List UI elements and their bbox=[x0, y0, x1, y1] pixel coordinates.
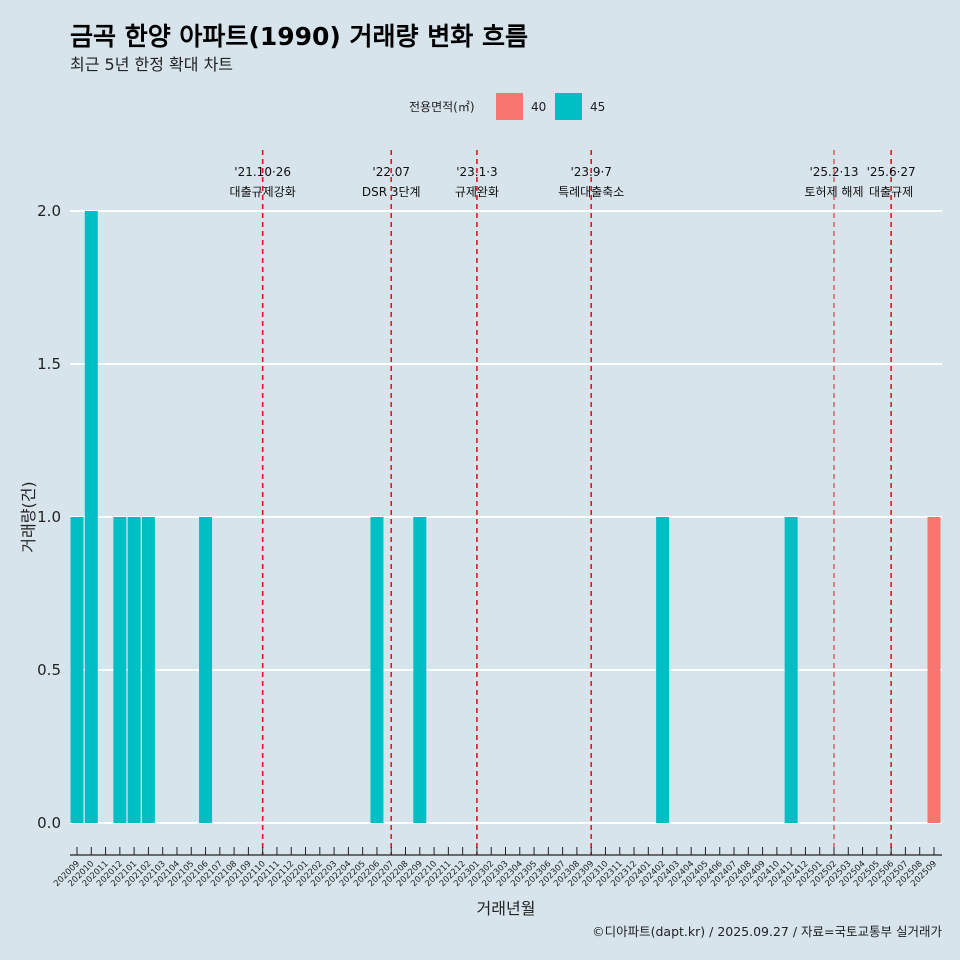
chart-subtitle: 최근 5년 한정 확대 차트 bbox=[70, 55, 233, 74]
event-label: 규제완화 bbox=[455, 185, 499, 199]
legend-swatch-45 bbox=[555, 93, 582, 120]
bar-45-202206 bbox=[370, 517, 384, 823]
legend: 전용면적(㎡) 40 45 bbox=[409, 93, 605, 120]
bar-45-202010 bbox=[84, 211, 98, 823]
caption: ©디아파트(dapt.kr) / 2025.09.27 / 자료=국토교통부 실… bbox=[592, 924, 942, 939]
legend-label-45: 45 bbox=[590, 100, 605, 114]
event-label: 대출규제 bbox=[869, 185, 913, 199]
event-label: DSR 3단계 bbox=[362, 185, 421, 199]
bar-45-202106 bbox=[199, 517, 213, 823]
y-tick-label: 1.0 bbox=[37, 508, 61, 526]
event-date: '25.2·13 bbox=[809, 165, 858, 179]
bar-45-202402 bbox=[656, 517, 670, 823]
legend-label-40: 40 bbox=[531, 100, 546, 114]
y-axis-label: 거래량(건) bbox=[19, 481, 38, 552]
event-date: '23.1·3 bbox=[456, 165, 497, 179]
event-label: 대출규제강화 bbox=[230, 185, 296, 199]
bar-45-202012 bbox=[113, 517, 127, 823]
bar-45-202411 bbox=[784, 517, 798, 823]
x-axis-label: 거래년월 bbox=[477, 899, 536, 918]
y-tick-label: 1.5 bbox=[37, 355, 61, 373]
event-date: '25.6·27 bbox=[867, 165, 916, 179]
bar-45-202209 bbox=[413, 517, 427, 823]
legend-title: 전용면적(㎡) bbox=[409, 100, 475, 114]
event-date: '21.10·26 bbox=[234, 165, 291, 179]
bar-45-202101 bbox=[127, 517, 141, 823]
bar-45-202009 bbox=[70, 517, 84, 823]
event-date: '22.07 bbox=[372, 165, 410, 179]
y-tick-label: 0.5 bbox=[37, 661, 61, 679]
bar-45-202102 bbox=[141, 517, 155, 823]
bar-40-202509 bbox=[927, 517, 941, 823]
legend-swatch-40 bbox=[496, 93, 523, 120]
event-label: 특례대출축소 bbox=[558, 185, 624, 199]
event-date: '23.9·7 bbox=[570, 165, 611, 179]
y-tick-label: 0.0 bbox=[37, 814, 61, 832]
y-tick-label: 2.0 bbox=[37, 202, 61, 220]
event-label: 토허제 해제 bbox=[804, 185, 863, 199]
chart-title: 금곡 한양 아파트(1990) 거래량 변화 흐름 bbox=[70, 22, 528, 51]
